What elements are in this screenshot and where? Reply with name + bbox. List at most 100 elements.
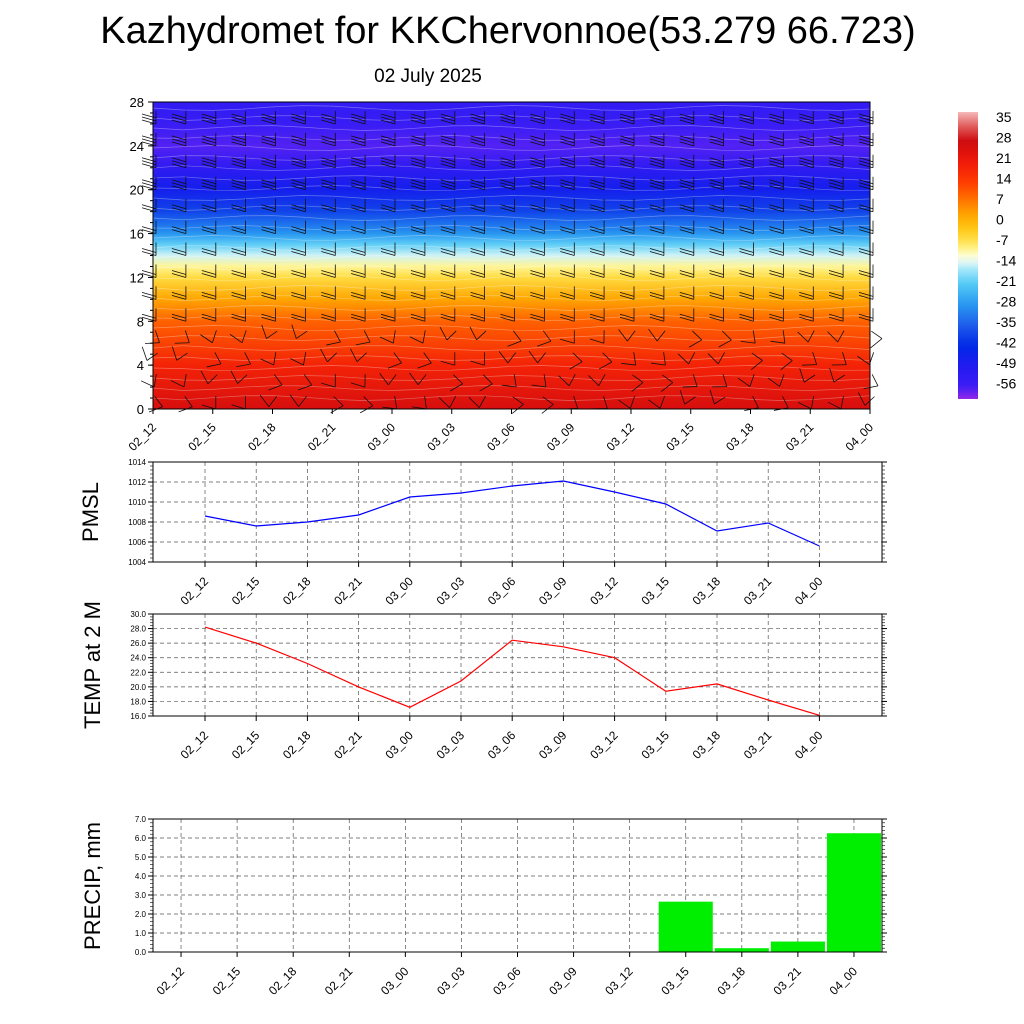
x-tick-label: 02_15 [229, 574, 263, 608]
wind-barb [560, 308, 575, 322]
wind-barb-feather [769, 138, 784, 144]
temp-grid [153, 613, 882, 717]
wind-barb [291, 176, 306, 191]
wind-barb [171, 264, 187, 278]
wind-barb-feather [470, 295, 485, 300]
contour-line [152, 165, 871, 171]
wind-barb-feather [799, 160, 814, 166]
wind-barb-feather [141, 113, 157, 119]
wind-barb-feather [679, 141, 694, 147]
colorbar-label: -42 [996, 335, 1016, 351]
wind-barb [560, 264, 575, 278]
wind-barb-feather [171, 251, 187, 256]
wind-barb [440, 220, 456, 234]
pmsl-chart: PMSL 1004 1006 1008 1010 1012 1014 02_12 02_15… [78, 458, 887, 608]
wind-barb-feather [141, 141, 157, 147]
wind-barb [261, 176, 276, 191]
wind-barb-feather [201, 138, 216, 144]
wind-barb-feather [171, 346, 178, 361]
wind-barb-feather [379, 336, 394, 344]
wind-barb [858, 286, 874, 300]
wind-barb [649, 264, 665, 278]
wind-barb-feather [739, 160, 754, 166]
wind-barb-feather [780, 360, 793, 370]
wind-barb-feather [440, 313, 455, 319]
wind-barb-feather [679, 119, 694, 125]
wind-barb-feather [619, 119, 635, 125]
wind-barb-feather [858, 163, 874, 169]
wind-barb-feather [291, 204, 306, 210]
colorbar-strip [958, 112, 978, 399]
wind-barb [290, 352, 307, 366]
cross-section-x-axis: 02_12 02_15 02_18 02_21 03_00 03_03 03_06 03_09… [126, 409, 876, 454]
wind-barb [828, 111, 844, 125]
wind-barb-feather [828, 138, 844, 144]
wind-barb [649, 308, 665, 322]
wind-barb-feather [589, 163, 605, 169]
wind-barb-staff [656, 330, 666, 342]
wind-barb-feather [321, 135, 336, 141]
wind-barb [440, 111, 456, 125]
precip-bar [714, 948, 769, 952]
wind-barb-feather [709, 273, 724, 278]
wind-barb-feather [470, 179, 485, 185]
wind-barb [858, 242, 874, 256]
wind-barb-feather [828, 251, 844, 256]
wind-barb [410, 132, 426, 147]
contour-line [152, 345, 871, 351]
wind-barb-feather [470, 163, 485, 169]
wind-barb-feather [588, 375, 600, 387]
x-tick-label: 03_15 [638, 728, 672, 762]
wind-barb [679, 286, 695, 300]
wind-barb-feather [231, 313, 246, 319]
wind-barb [769, 220, 784, 234]
wind-barb-feather [739, 185, 754, 191]
wind-barb-feather [231, 138, 246, 144]
wind-barb-feather [530, 207, 545, 213]
wind-barb-feather [500, 226, 515, 231]
wind-barb-feather [470, 270, 485, 275]
wind-barb [470, 154, 486, 169]
wind-barb-feather [709, 157, 724, 163]
wind-barb-staff [721, 330, 732, 341]
wind-barb-staff [598, 374, 606, 386]
wind-barb [709, 176, 724, 191]
wind-barb-staff [751, 352, 763, 361]
y-tick-label: 1.0 [135, 929, 147, 938]
wind-barb-feather [231, 185, 246, 191]
wind-barb-feather [798, 402, 812, 410]
wind-barb-feather [560, 135, 575, 141]
wind-barb-feather [709, 270, 724, 275]
wind-barb-feather [291, 251, 306, 256]
wind-barb-feather [799, 141, 814, 147]
wind-barb [355, 330, 371, 346]
wind-barb-feather [679, 157, 694, 163]
wind-barb-feather [261, 179, 276, 185]
wind-barb-feather [321, 270, 336, 275]
wind-barb-feather [648, 328, 658, 342]
wind-barb-staff [602, 352, 613, 363]
wind-barb-feather [410, 160, 426, 166]
wind-barb-feather [171, 273, 187, 278]
wind-barb-feather [321, 138, 336, 144]
colorbar-label: 0 [996, 212, 1004, 228]
wind-barb-feather [171, 116, 187, 122]
temp-series-line [204, 626, 820, 716]
colorbar-label: 21 [996, 150, 1012, 166]
wind-barb-feather [589, 273, 605, 278]
wind-barb-staff [268, 396, 278, 408]
wind-barb-feather [619, 207, 635, 213]
wind-barb-feather [500, 204, 515, 210]
wind-barb-feather [530, 138, 545, 144]
wind-barb-feather [261, 226, 276, 231]
wind-barb-staff [207, 374, 218, 385]
contour-line [152, 225, 871, 231]
wind-barb [560, 242, 575, 256]
wind-barb-feather [649, 251, 665, 256]
wind-barb-feather [828, 226, 844, 231]
wind-barb-feather [530, 113, 545, 119]
contour-line [152, 235, 871, 241]
wind-barb-feather [470, 207, 485, 213]
wind-barb-feather [321, 295, 336, 300]
x-tick-label: 02_21 [331, 728, 365, 762]
